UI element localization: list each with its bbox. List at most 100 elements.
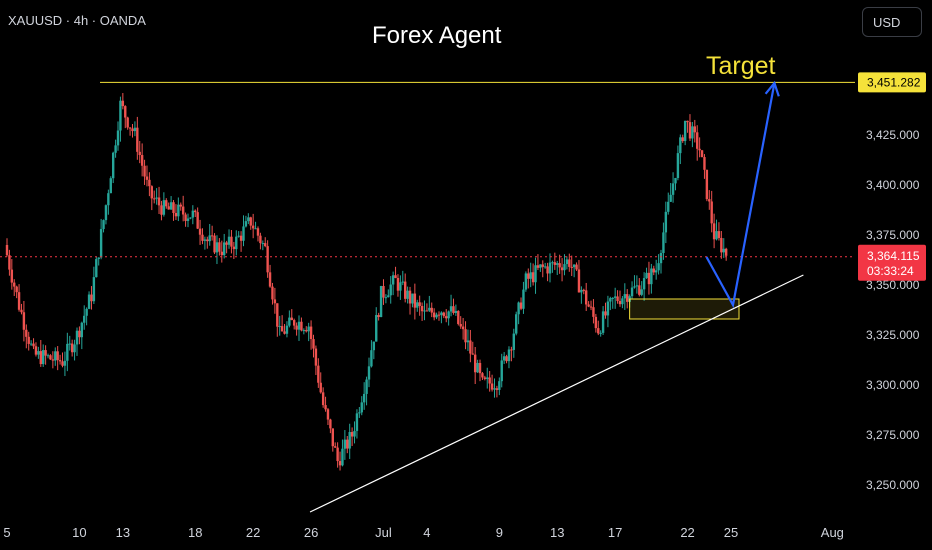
- candle-body: [696, 132, 699, 149]
- time-axis[interactable]: 5 10 13 18 22 26 Jul 4 9 13 17 22 25 Aug: [3, 525, 844, 540]
- candle-body: [10, 269, 14, 283]
- candle-body: [647, 272, 651, 285]
- symbol-info[interactable]: XAUUSD · 4h · OANDA: [8, 13, 146, 28]
- candle-body: [78, 330, 81, 338]
- candle-body: [459, 323, 462, 327]
- candle-body: [235, 236, 238, 250]
- candle-body: [150, 186, 153, 199]
- candle-body: [312, 339, 315, 349]
- candle-body: [710, 201, 713, 224]
- candle-body: [201, 234, 204, 241]
- candle-body: [587, 304, 590, 307]
- candle-body: [249, 217, 252, 226]
- candle-body: [90, 294, 93, 302]
- candle-body: [662, 232, 665, 254]
- candle-body: [640, 289, 643, 295]
- candle-body: [370, 350, 373, 367]
- candle-body: [399, 282, 402, 291]
- candle-body: [155, 197, 158, 199]
- candle-body: [630, 287, 634, 297]
- candle-body: [570, 266, 573, 268]
- candle-body: [196, 212, 199, 229]
- candle-body: [61, 361, 64, 366]
- candle-body: [334, 446, 337, 448]
- candle-body: [445, 316, 448, 319]
- projection-arrow[interactable]: [705, 80, 780, 309]
- candle-body: [551, 262, 554, 264]
- candle-body: [454, 310, 458, 313]
- candle-body: [432, 312, 436, 318]
- candle-body: [645, 272, 648, 279]
- candle-body: [691, 126, 694, 139]
- candle-body: [266, 246, 269, 273]
- candle-body: [548, 262, 552, 274]
- candle-body: [623, 294, 627, 299]
- candle-body: [536, 265, 540, 268]
- candle-body: [75, 330, 79, 345]
- candle-body: [350, 432, 354, 437]
- candle-body: [160, 205, 163, 215]
- candle-body: [34, 346, 38, 355]
- candle-body: [539, 264, 542, 268]
- x-tick-label: 22: [246, 525, 260, 540]
- candle-body: [671, 183, 675, 195]
- currency-button[interactable]: USD: [862, 7, 922, 37]
- candle-body: [300, 321, 303, 331]
- candle-body: [70, 343, 74, 353]
- candle-body: [66, 343, 69, 361]
- y-tick-label: 3,250.000: [866, 478, 920, 492]
- price-axis[interactable]: 3,250.000 3,275.000 3,300.000 3,325.000 3,35…: [866, 128, 920, 492]
- candle-body: [346, 439, 349, 449]
- candle-body: [295, 325, 298, 330]
- y-tick-label: 3,350.000: [866, 278, 920, 292]
- candle-body: [700, 150, 704, 158]
- candle-body: [232, 246, 236, 250]
- candle-body: [285, 325, 289, 334]
- candle-body: [126, 117, 129, 128]
- x-tick-label: 13: [116, 525, 130, 540]
- ascending-trendline[interactable]: [309, 274, 804, 513]
- candle-body: [500, 360, 503, 382]
- candle-body: [39, 351, 42, 365]
- candle-body: [92, 277, 96, 302]
- candle-body: [68, 343, 71, 345]
- candle-body: [507, 349, 511, 362]
- candle-body: [594, 316, 598, 329]
- x-tick-label: 13: [550, 525, 564, 540]
- candle-body: [715, 231, 718, 240]
- candle-body: [165, 200, 168, 207]
- current-price-tag: 3,364.115 03:33:24: [858, 244, 926, 281]
- candle-body: [326, 409, 330, 420]
- candle-body: [247, 217, 250, 222]
- candle-body: [418, 302, 421, 306]
- candle-body: [481, 373, 484, 378]
- candle-body: [476, 362, 479, 373]
- candle-body: [708, 199, 711, 202]
- candle-body: [83, 315, 86, 323]
- candle-body: [355, 413, 359, 431]
- x-tick-label: 18: [188, 525, 202, 540]
- candle-body: [85, 308, 88, 316]
- candle-body: [577, 269, 581, 293]
- candle-body: [138, 151, 141, 156]
- candle-body: [616, 296, 619, 302]
- candle-body: [309, 326, 313, 340]
- candle-body: [56, 351, 59, 361]
- x-tick-label: 10: [72, 525, 86, 540]
- candle-body: [242, 226, 245, 241]
- candle-body: [237, 235, 240, 237]
- candle-body: [580, 289, 583, 293]
- candle-body: [391, 275, 395, 285]
- candle-body: [589, 306, 593, 308]
- candle-body: [502, 356, 506, 361]
- candle-body: [524, 273, 528, 290]
- x-tick-label: Aug: [821, 525, 844, 540]
- candle-body: [254, 228, 257, 230]
- candle-body: [541, 264, 544, 267]
- demand-zone-box[interactable]: [629, 298, 740, 320]
- candle-body: [317, 365, 320, 383]
- candle-body: [558, 263, 561, 268]
- candle-body: [488, 377, 491, 384]
- candle-body: [604, 311, 607, 316]
